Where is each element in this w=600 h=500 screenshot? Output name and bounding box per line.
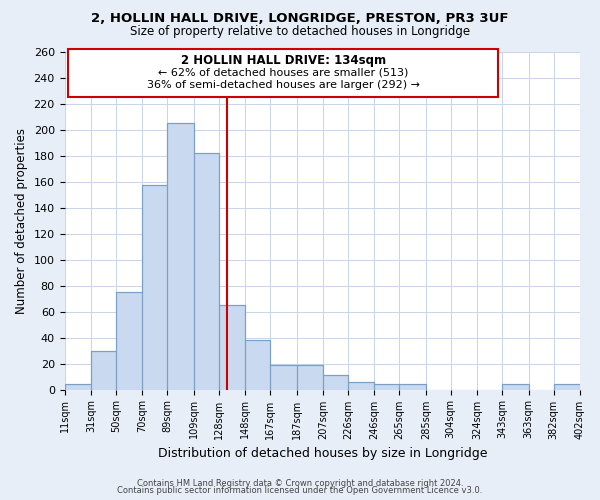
Text: Size of property relative to detached houses in Longridge: Size of property relative to detached ho… bbox=[130, 25, 470, 38]
Text: 36% of semi-detached houses are larger (292) →: 36% of semi-detached houses are larger (… bbox=[147, 80, 420, 90]
Text: Contains public sector information licensed under the Open Government Licence v3: Contains public sector information licen… bbox=[118, 486, 482, 495]
Y-axis label: Number of detached properties: Number of detached properties bbox=[15, 128, 28, 314]
Text: ← 62% of detached houses are smaller (513): ← 62% of detached houses are smaller (51… bbox=[158, 67, 409, 77]
Text: 2, HOLLIN HALL DRIVE, LONGRIDGE, PRESTON, PR3 3UF: 2, HOLLIN HALL DRIVE, LONGRIDGE, PRESTON… bbox=[91, 12, 509, 26]
Text: 2 HOLLIN HALL DRIVE: 134sqm: 2 HOLLIN HALL DRIVE: 134sqm bbox=[181, 54, 386, 67]
Text: Contains HM Land Registry data © Crown copyright and database right 2024.: Contains HM Land Registry data © Crown c… bbox=[137, 478, 463, 488]
X-axis label: Distribution of detached houses by size in Longridge: Distribution of detached houses by size … bbox=[158, 447, 487, 460]
Bar bbox=[68, 49, 498, 97]
